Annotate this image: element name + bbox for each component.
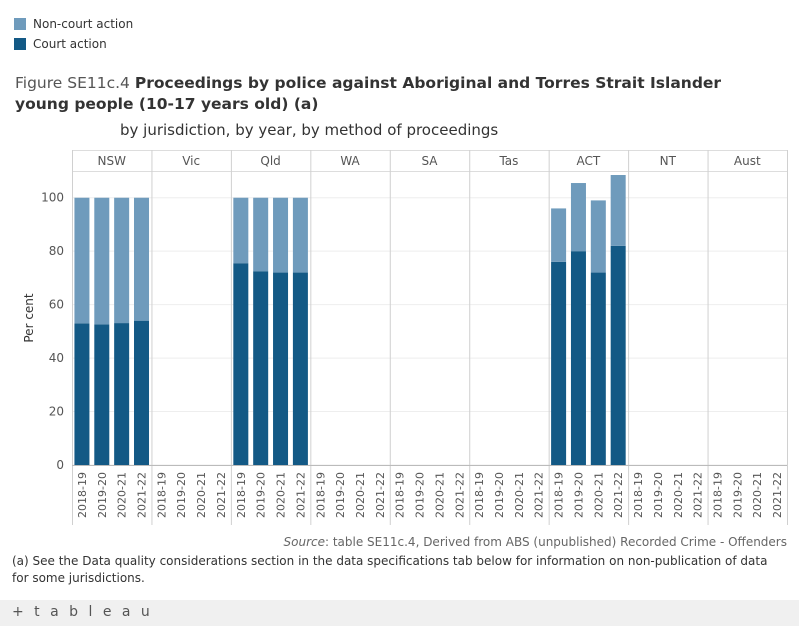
x-tick-label: 2019-20	[334, 472, 347, 518]
x-tick-label: 2019-20	[572, 472, 585, 518]
x-tick-label: 2020-21	[195, 472, 208, 518]
y-axis-label: Per cent	[22, 293, 36, 343]
bar-noncourt-act-2020-21	[590, 200, 606, 273]
y-tick-label: 20	[49, 405, 64, 419]
legend-item-non-court[interactable]: Non-court action	[14, 14, 133, 34]
x-tick-label: 2021-22	[612, 472, 625, 518]
x-tick-label: 2021-22	[533, 472, 546, 518]
bar-noncourt-qld-2020-21	[273, 197, 289, 273]
x-tick-label: 2020-21	[275, 472, 288, 518]
y-tick-label: 40	[49, 351, 64, 365]
source-text: : table SE11c.4, Derived from ABS (unpub…	[324, 535, 787, 549]
panel-header-tas: Tas	[498, 154, 518, 168]
panel-header-nsw: NSW	[97, 154, 126, 168]
x-tick-label: 2019-20	[96, 472, 109, 518]
bar-noncourt-qld-2021-22	[292, 197, 308, 273]
x-tick-label: 2019-20	[175, 472, 188, 518]
x-tick-label: 2019-20	[731, 472, 744, 518]
tableau-footer: + t a b l e a u	[0, 600, 799, 626]
source-label: Source	[283, 535, 325, 549]
bar-noncourt-act-2019-20	[570, 183, 586, 252]
bar-court-nsw-2019-20	[94, 324, 110, 465]
y-tick-label: 60	[49, 298, 64, 312]
bar-court-qld-2019-20	[253, 271, 269, 465]
x-tick-label: 2020-21	[672, 472, 685, 518]
y-tick-label: 100	[41, 191, 64, 205]
x-tick-label: 2020-21	[433, 472, 446, 518]
x-tick-label: 2018-19	[314, 472, 327, 518]
x-tick-label: 2021-22	[453, 472, 466, 518]
bar-court-act-2019-20	[570, 251, 586, 465]
legend: Non-court action Court action	[14, 14, 133, 54]
bar-court-qld-2018-19	[233, 263, 249, 465]
bar-court-act-2021-22	[610, 245, 626, 465]
x-tick-label: 2019-20	[255, 472, 268, 518]
x-tick-label: 2018-19	[473, 472, 486, 518]
chart-subtitle: by jurisdiction, by year, by method of p…	[120, 121, 499, 139]
x-tick-label: 2020-21	[751, 472, 764, 518]
panel-header-act: ACT	[577, 154, 601, 168]
bar-court-nsw-2021-22	[134, 320, 150, 465]
panel-header-sa: SA	[421, 154, 438, 168]
x-tick-label: 2018-19	[235, 472, 248, 518]
x-tick-label: 2021-22	[374, 472, 387, 518]
x-tick-label: 2018-19	[155, 472, 168, 518]
x-tick-label: 2021-22	[692, 472, 705, 518]
y-tick-label: 0	[56, 458, 64, 472]
source-note: Source: table SE11c.4, Derived from ABS …	[284, 535, 788, 549]
footnote: (a) See the Data quality considerations …	[12, 554, 768, 585]
x-tick-label: 2020-21	[354, 472, 367, 518]
bar-noncourt-nsw-2020-21	[114, 197, 130, 324]
panel-header-aust: Aust	[734, 154, 761, 168]
x-tick-label: 2018-19	[632, 472, 645, 518]
legend-item-court[interactable]: Court action	[14, 34, 133, 54]
x-tick-label: 2020-21	[116, 472, 129, 518]
panel-header-vic: Vic	[182, 154, 200, 168]
bar-noncourt-nsw-2019-20	[94, 197, 110, 325]
bar-noncourt-act-2021-22	[610, 175, 626, 246]
y-tick-label: 80	[49, 244, 64, 258]
x-tick-label: 2018-19	[394, 472, 407, 518]
bar-noncourt-act-2018-19	[551, 208, 567, 262]
x-tick-label: 2020-21	[513, 472, 526, 518]
panel-header-qld: Qld	[260, 154, 280, 168]
bar-noncourt-nsw-2021-22	[134, 197, 150, 321]
legend-label-court: Court action	[33, 37, 107, 51]
bar-court-act-2020-21	[590, 272, 606, 465]
x-tick-label: 2021-22	[136, 472, 149, 518]
title-text: Proceedings by police against Aboriginal…	[15, 74, 722, 113]
x-tick-label: 2019-20	[493, 472, 506, 518]
stacked-bar-chart: 0 20 40 60 80 100 Per cent NSW 2018-19 2019-20 202…	[22, 150, 788, 525]
x-tick-label: 2020-21	[592, 472, 605, 518]
bar-court-nsw-2020-21	[114, 323, 130, 465]
x-tick-label: 2019-20	[414, 472, 427, 518]
legend-swatch-court	[14, 38, 26, 50]
x-tick-label: 2018-19	[76, 472, 89, 518]
legend-label-non-court: Non-court action	[33, 17, 134, 31]
x-tick-label: 2021-22	[215, 472, 228, 518]
bar-court-qld-2021-22	[292, 272, 308, 465]
bar-noncourt-qld-2018-19	[233, 197, 249, 264]
bar-noncourt-qld-2019-20	[253, 197, 269, 272]
figure-number: Figure SE11c.4	[15, 74, 130, 92]
x-tick-label: 2018-19	[711, 472, 724, 518]
x-tick-label: 2018-19	[553, 472, 566, 518]
x-tick-label: 2019-20	[652, 472, 665, 518]
x-tick-label: 2021-22	[294, 472, 307, 518]
chart-title: Figure SE11c.4 Proceedings by police aga…	[15, 73, 775, 115]
x-tick-label: 2021-22	[771, 472, 784, 518]
panel-header-wa: WA	[340, 154, 360, 168]
legend-swatch-non-court	[14, 18, 26, 30]
bar-noncourt-nsw-2018-19	[74, 197, 90, 324]
bar-court-nsw-2018-19	[74, 323, 90, 465]
bar-court-act-2018-19	[551, 261, 567, 465]
panel-header-nt: NT	[660, 154, 677, 168]
bar-court-qld-2020-21	[273, 272, 289, 465]
tableau-logo[interactable]: + t a b l e a u	[12, 604, 153, 620]
